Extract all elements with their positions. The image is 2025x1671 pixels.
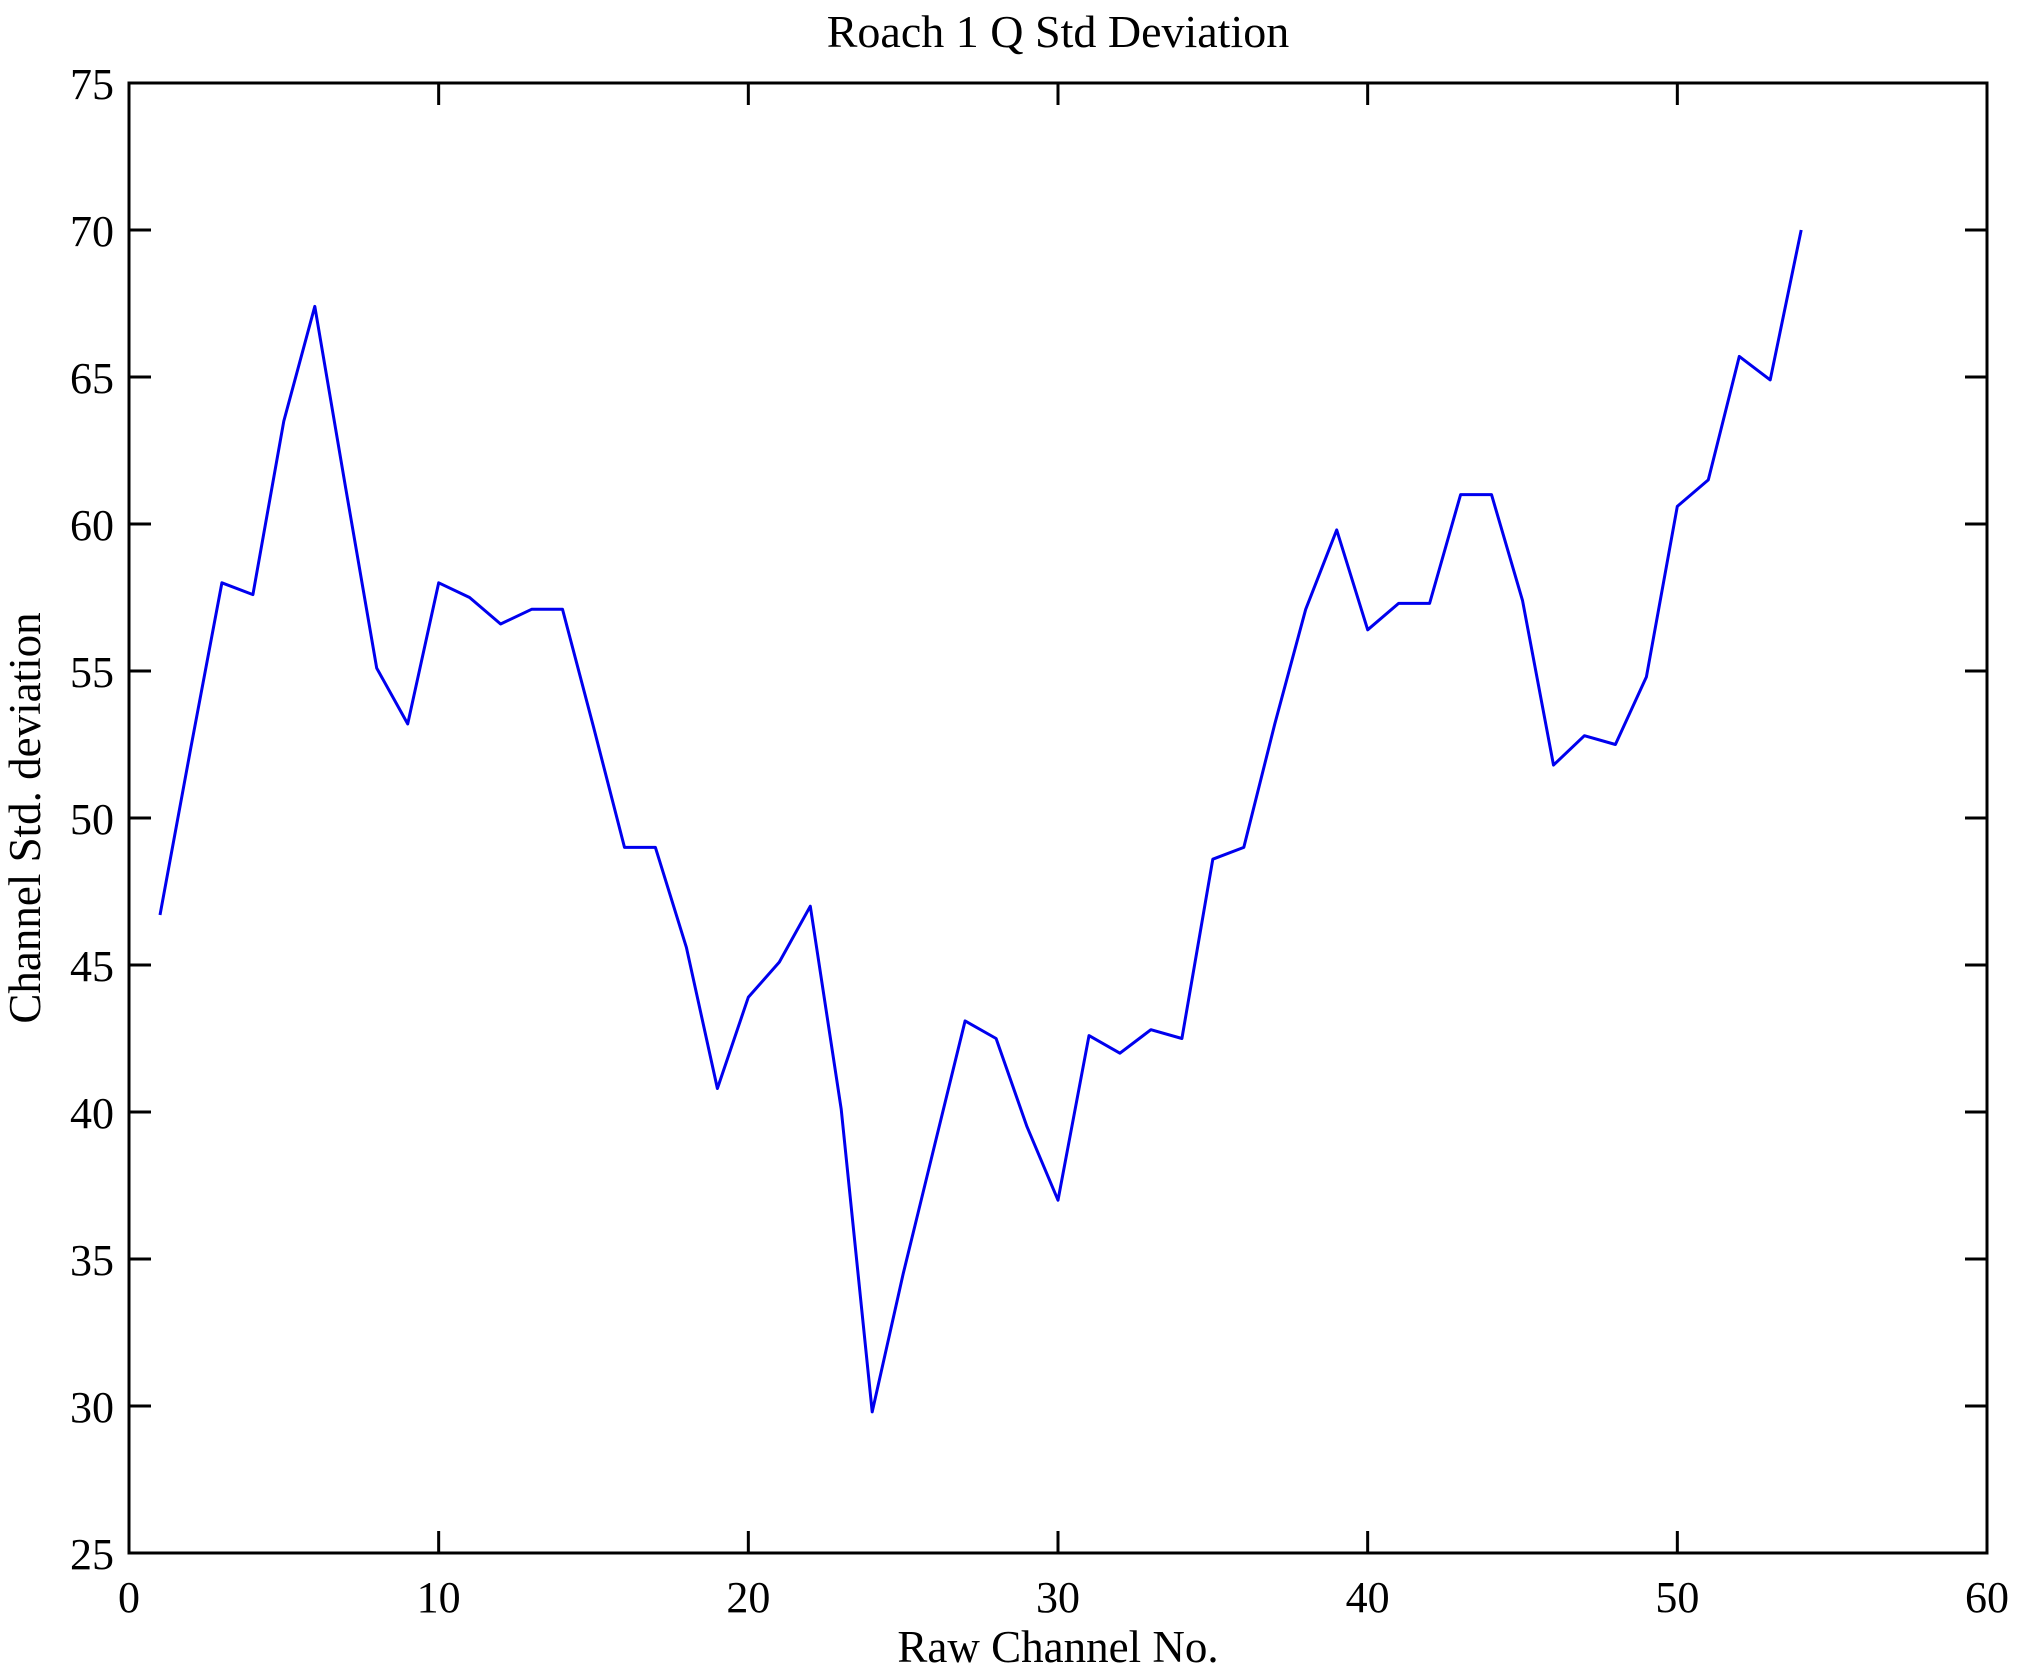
y-tick-label: 75	[70, 60, 114, 109]
y-tick-label: 55	[70, 648, 114, 697]
y-ticks	[129, 81, 1987, 1555]
x-tick-label: 20	[726, 1573, 770, 1622]
x-axis-label: Raw Channel No.	[897, 1622, 1218, 1671]
data-series	[158, 229, 1803, 1414]
y-tick-label: 60	[70, 501, 114, 550]
y-tick-label: 25	[70, 1530, 114, 1579]
x-tick-label: 40	[1346, 1573, 1390, 1622]
y-axis-label: Channel Std. deviation	[0, 612, 50, 1023]
plot-box	[127, 81, 1989, 1555]
x-tick-label: 30	[1036, 1573, 1080, 1622]
y-tick-labels: 25 30 35 40 45 50 55 60 65 70 75	[70, 60, 114, 1579]
y-tick-label: 65	[70, 354, 114, 403]
x-tick-label: 0	[118, 1573, 140, 1622]
y-tick-label: 45	[70, 942, 114, 991]
x-tick-label: 50	[1655, 1573, 1699, 1622]
y-tick-label: 40	[70, 1089, 114, 1138]
y-tick-label: 50	[70, 795, 114, 844]
x-ticks	[127, 83, 1989, 1553]
y-tick-label: 70	[70, 207, 114, 256]
x-tick-label: 60	[1965, 1573, 2009, 1622]
x-tick-labels: 0 10 20 30 40 50 60	[118, 1573, 2009, 1622]
y-tick-label: 30	[70, 1383, 114, 1432]
series-line	[158, 229, 1803, 1414]
y-tick-label: 35	[70, 1236, 114, 1285]
chart-title: Roach 1 Q Std Deviation	[827, 6, 1290, 57]
x-tick-label: 10	[417, 1573, 461, 1622]
